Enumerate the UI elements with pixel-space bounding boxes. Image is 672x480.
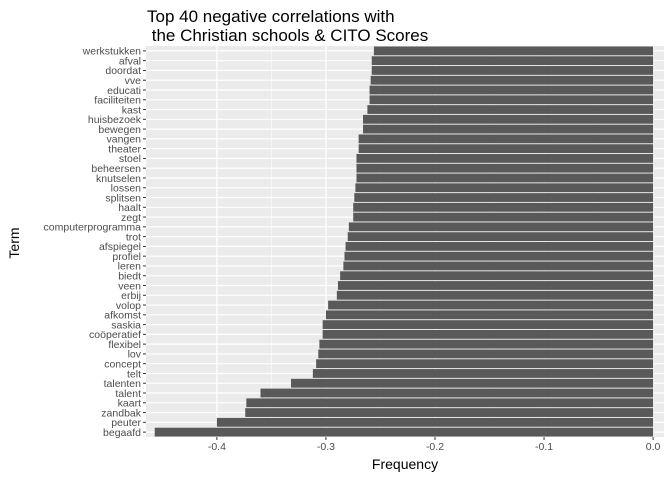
y-tick-label: flexibel xyxy=(108,339,141,351)
bar xyxy=(358,134,654,144)
y-tick-label: concept xyxy=(104,358,141,370)
y-tick-label: faciliteiten xyxy=(94,95,141,107)
bar xyxy=(363,124,654,134)
y-tick-label: bewegen xyxy=(98,124,141,136)
y-tick-label: afval xyxy=(119,55,141,67)
bar xyxy=(356,154,654,163)
y-tick-label: lossen xyxy=(111,183,142,195)
bar xyxy=(322,320,654,329)
y-tick-label: stoel xyxy=(119,153,141,165)
y-tick-label: computerprogramma xyxy=(44,222,142,234)
y-tick-label: trot xyxy=(126,231,141,243)
bar xyxy=(370,75,654,85)
y-tick-label: leren xyxy=(118,261,142,273)
y-tick-label: biedt xyxy=(118,271,141,283)
y-tick-label: begaafd xyxy=(103,427,141,439)
y-tick-label: vangen xyxy=(107,134,142,146)
bar xyxy=(245,408,654,417)
y-tick-label: haalt xyxy=(118,202,141,214)
y-tick-label: talenten xyxy=(104,378,142,390)
bar xyxy=(154,427,654,437)
y-tick-label: splitsen xyxy=(105,192,141,204)
y-tick-label: kast xyxy=(122,104,141,116)
x-tick-label: -0.2 xyxy=(426,441,444,453)
y-tick-label: werkstukken xyxy=(82,46,142,58)
bar xyxy=(354,193,654,202)
x-tick-label: -0.4 xyxy=(208,441,226,453)
y-tick-label: erbij xyxy=(121,290,141,302)
bar xyxy=(348,222,654,232)
y-tick-label: kaart xyxy=(118,398,141,410)
bar xyxy=(356,173,654,183)
y-tick-label: profiel xyxy=(112,251,141,263)
bar xyxy=(340,271,654,281)
bar xyxy=(353,202,654,212)
y-tick-label: educati xyxy=(107,85,141,97)
bar xyxy=(345,241,654,251)
y-tick-label: afkomst xyxy=(104,310,141,322)
y-tick-label: vve xyxy=(125,75,142,87)
bar xyxy=(371,66,654,75)
bar xyxy=(318,349,654,359)
y-tick-label: doordat xyxy=(105,65,141,77)
y-tick-label: coöperatief xyxy=(89,329,141,341)
x-axis-title: Frequency xyxy=(372,456,438,472)
bar xyxy=(260,388,654,398)
plot-panel xyxy=(146,46,664,437)
bar xyxy=(369,95,654,105)
bar xyxy=(319,339,654,349)
bar xyxy=(316,359,654,369)
bar xyxy=(291,378,654,388)
bar xyxy=(356,163,654,173)
y-tick-label: lov xyxy=(128,349,142,361)
bar xyxy=(347,232,654,242)
x-axis-ticks xyxy=(216,437,654,440)
y-tick-label: volop xyxy=(116,300,141,312)
bar xyxy=(367,105,654,114)
x-axis-tick-labels: -0.4 -0.3 -0.2 -0.1 0.0 xyxy=(208,441,661,453)
bar xyxy=(353,212,654,222)
chart-title-line-2: the Christian schools & CITO Scores xyxy=(147,26,428,45)
y-axis-title: Term xyxy=(6,227,22,258)
x-tick-label: -0.1 xyxy=(535,441,553,453)
bar xyxy=(358,144,654,154)
bar xyxy=(336,290,654,300)
y-tick-label: talent xyxy=(115,388,141,400)
y-tick-label: saskia xyxy=(111,319,141,331)
y-tick-label: veen xyxy=(118,280,141,292)
y-tick-label: peuter xyxy=(111,417,141,429)
x-tick-label: 0.0 xyxy=(646,441,661,453)
y-tick-label: knutselen xyxy=(96,173,141,185)
bar xyxy=(246,398,654,408)
bars xyxy=(154,46,654,437)
x-tick-label: -0.3 xyxy=(317,441,335,453)
y-tick-label: zandbak xyxy=(101,407,141,419)
bar xyxy=(363,114,654,124)
chart-title-line-1: Top 40 negative correlations with xyxy=(147,7,395,26)
y-axis-tick-labels: werkstukkenafvaldoordatvveeducatifacilit… xyxy=(44,46,142,439)
bar xyxy=(216,417,654,427)
y-tick-label: afspiegel xyxy=(99,241,141,253)
bar xyxy=(369,85,654,95)
bar xyxy=(312,369,654,378)
y-tick-label: theater xyxy=(108,143,141,155)
bar xyxy=(355,183,654,193)
y-tick-label: telt xyxy=(127,368,141,380)
bar xyxy=(337,281,654,290)
y-axis-ticks xyxy=(143,50,146,433)
bar xyxy=(344,251,654,261)
bar xyxy=(371,56,654,66)
y-tick-label: zegt xyxy=(121,212,141,224)
bar xyxy=(325,310,654,320)
y-tick-label: beheersen xyxy=(91,163,141,175)
bar xyxy=(373,46,654,56)
bar xyxy=(322,329,654,339)
bar xyxy=(343,261,654,271)
y-tick-label: huisbezoek xyxy=(88,114,142,126)
bar xyxy=(328,300,654,310)
